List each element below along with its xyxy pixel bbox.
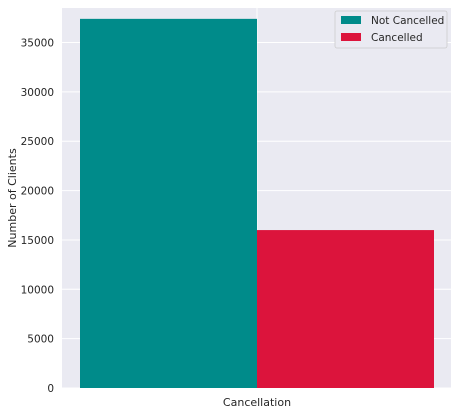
y-tick-label: 30000: [21, 87, 54, 99]
legend-label: Cancelled: [371, 32, 423, 44]
bar-cancelled: [257, 230, 434, 388]
legend-swatch: [341, 33, 361, 41]
y-tick-label: 0: [47, 383, 54, 395]
y-tick-label: 15000: [21, 235, 54, 247]
legend-label: Not Cancelled: [371, 15, 444, 27]
y-tick-label: 35000: [21, 38, 54, 50]
y-tick-label: 25000: [21, 136, 54, 148]
bars: [80, 18, 434, 388]
y-axis-label: Number of Clients: [6, 148, 19, 248]
y-tick-label: 10000: [21, 284, 54, 296]
y-tick-label: 5000: [27, 334, 54, 346]
x-axis-label: Cancellation: [223, 396, 291, 409]
y-tick-labels: 0 5000 10000 15000 20000 25000 30000 35000: [21, 38, 54, 395]
y-tick-label: 20000: [21, 186, 54, 198]
legend: Not Cancelled Cancelled: [334, 10, 448, 49]
legend-frame: [334, 10, 448, 49]
bar-not-cancelled: [80, 18, 257, 388]
legend-swatch: [341, 16, 361, 24]
